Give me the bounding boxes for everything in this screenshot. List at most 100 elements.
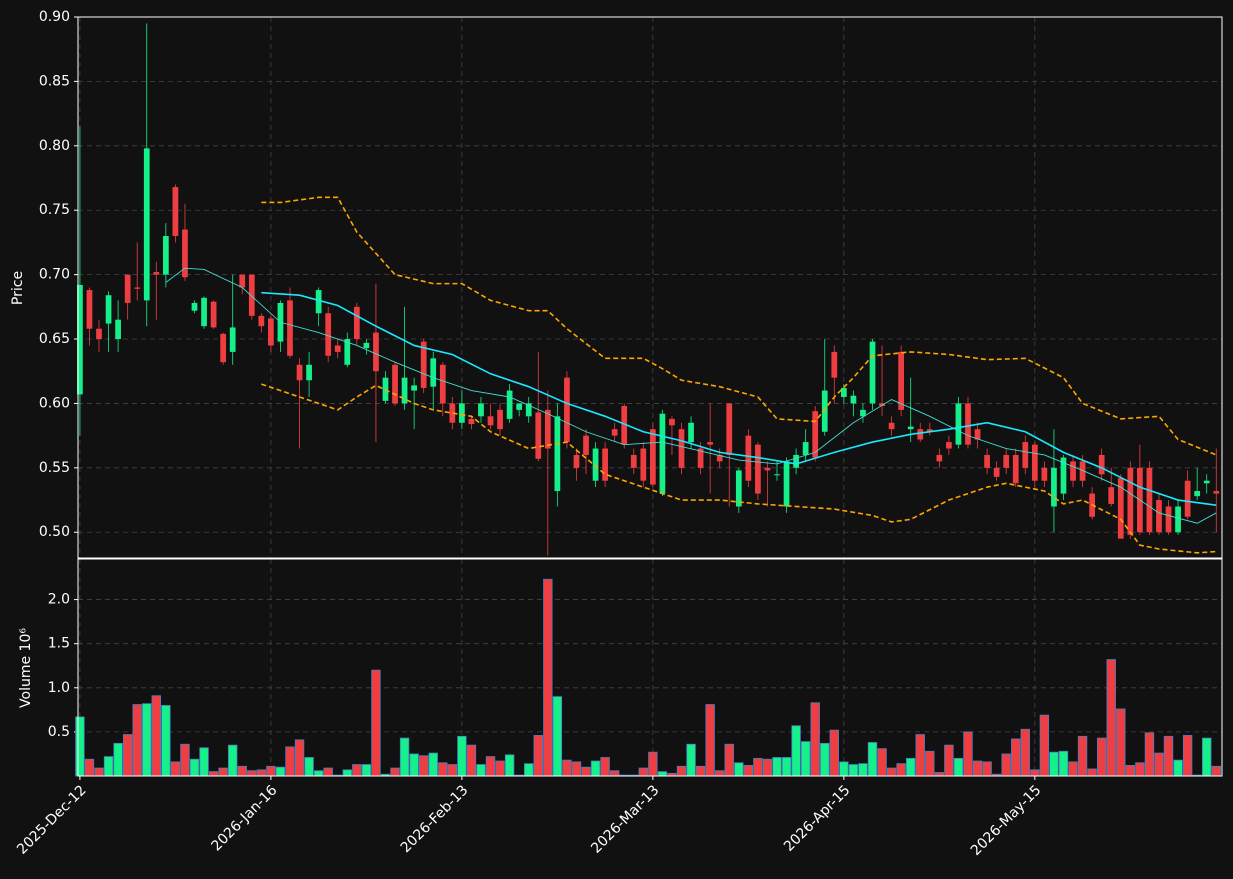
candle-body [439,364,446,404]
y-tick-label: 0.50 [39,524,70,540]
candle-body [1108,487,1115,504]
volume-bar [676,765,687,777]
candle-body [334,345,341,352]
candle-body [936,454,943,462]
candle-body [993,467,1000,477]
candle-body [1127,467,1134,535]
candle-body [1003,454,1010,468]
y-tick-label: 0.70 [39,267,70,283]
y-tick-label: 2.0 [48,592,70,608]
candle-body [764,467,771,471]
volume-bar [915,734,925,777]
volume-bar [800,741,811,777]
overlay-line [165,267,1217,524]
volume-bar [896,763,906,777]
candle-body [516,403,523,410]
volume-bar [543,578,553,777]
volume-bar [323,767,333,777]
candle-body [802,442,809,455]
candle-body [296,364,303,381]
volume-bar [1135,762,1145,777]
candle-body [411,385,417,391]
volume-bar [1116,708,1126,777]
volume-bar [1058,750,1069,777]
volume-bar [590,760,601,777]
y-tick-label: 0.65 [39,331,70,347]
volume-bar [1173,759,1183,777]
volume-bar [581,766,591,777]
volume-bar [781,757,792,777]
volume-bar [94,767,104,777]
volume-bar [476,764,486,777]
candle-body [907,426,914,430]
candle-body [315,290,322,314]
volume-bar [256,769,267,777]
candle-body [1146,467,1153,533]
volume-bar [342,769,352,777]
candle-body [888,422,895,430]
volume-bar [867,742,878,777]
candle-body [124,274,131,303]
candle-body [210,301,217,328]
volume-bar [944,744,954,777]
candle-body [487,416,494,426]
candle-body [640,448,647,481]
volume-bar [648,751,658,777]
candle-body [793,454,799,468]
volume-bar [705,704,715,777]
volume-bar [1182,735,1193,777]
volume-bar [524,763,534,777]
volume-bar [218,767,228,777]
candle-body [869,341,876,404]
candle-body [363,342,370,349]
candle-body [821,390,828,432]
candle-body [287,300,293,356]
candle-body [172,187,179,236]
volume-bar [734,762,744,777]
volume-bar [753,757,763,777]
candle-body [1051,467,1057,507]
candle-body [774,474,780,476]
volume-bar [1001,753,1011,777]
candle-body [1194,491,1201,497]
volume-bar [1202,737,1212,777]
volume-bar [609,770,620,777]
volume-bar [1049,751,1059,777]
volume-bar [371,669,381,777]
volume-bar [820,742,830,777]
y-tick-label: 0.60 [39,395,70,411]
candle-body [965,403,971,445]
volume-bar [170,761,181,777]
volume-bar [743,765,754,777]
candle-body [134,287,141,289]
volume-bar [294,739,305,777]
volume-bar [466,744,477,777]
volume-bar [533,735,543,777]
candle-body [506,390,513,419]
volume-bar [485,756,496,777]
candle-body [611,429,618,436]
volume-bar [638,767,649,777]
volume-bar [418,755,429,777]
candle-body [650,429,656,485]
candle-body [1031,444,1038,481]
volume-bar [103,756,114,777]
candle-body [974,429,981,440]
volume-bar [905,757,916,777]
volume-bar [161,705,171,777]
candle-body [1165,506,1172,533]
volume-bar [686,743,696,777]
candle-body [1156,500,1162,533]
candle-body [449,403,456,423]
candle-body [1022,442,1029,468]
candle-body [669,418,675,426]
candle-body [659,413,666,494]
volume-bar [457,735,467,777]
candle-body [1213,491,1220,494]
overlay-line [261,383,1217,554]
volume-bar [438,762,448,777]
volume-bar [313,770,324,777]
candle-body [544,409,551,449]
volume-bar [571,761,582,777]
